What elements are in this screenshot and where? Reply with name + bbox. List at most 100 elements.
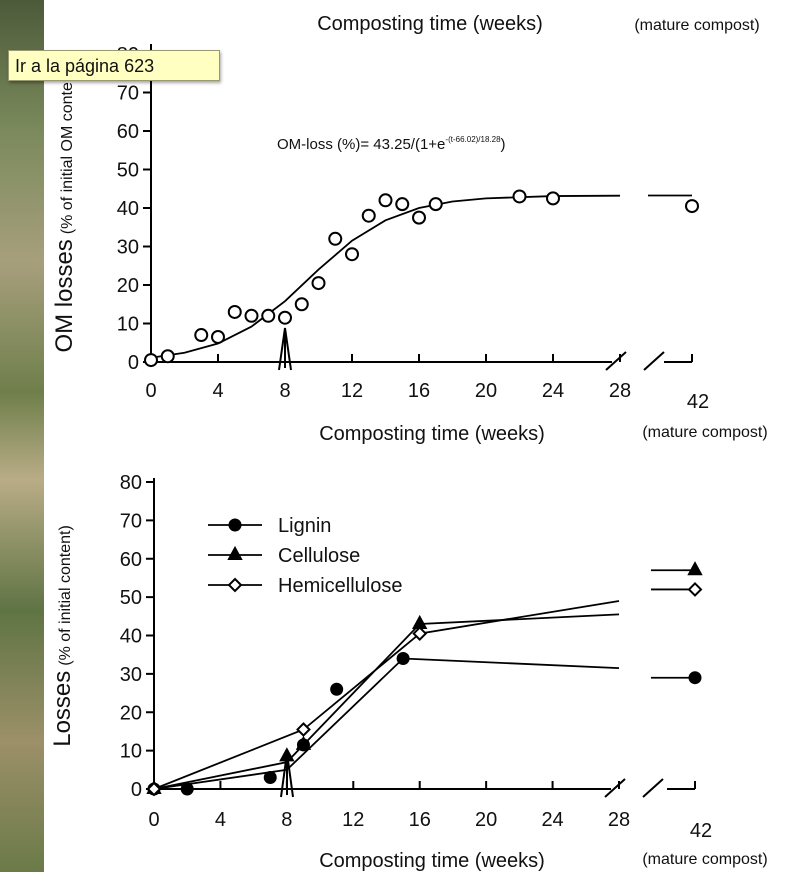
y-tick-label: 50 bbox=[120, 587, 142, 609]
marker bbox=[412, 210, 426, 225]
x-tick-label: 24 bbox=[541, 809, 563, 831]
x-axis-label: Composting time (weeks) bbox=[319, 423, 545, 445]
x-tick-label: 4 bbox=[215, 809, 226, 831]
marker bbox=[211, 329, 225, 344]
background-photo bbox=[0, 0, 44, 872]
y-tick-label: 30 bbox=[117, 237, 139, 259]
legend-marker bbox=[228, 518, 242, 532]
marker bbox=[244, 308, 259, 323]
x-tick-label: 42 bbox=[687, 391, 709, 413]
x-tick-label: 8 bbox=[279, 380, 290, 402]
x-tick-label: 8 bbox=[281, 809, 292, 831]
x-tick-label: 24 bbox=[542, 380, 564, 402]
marker bbox=[295, 735, 312, 750]
axis-break bbox=[604, 778, 626, 798]
x-tick-label: 28 bbox=[609, 380, 631, 402]
y-tick-label: 10 bbox=[117, 314, 139, 336]
y-axis-label: Losses (% of initial content) bbox=[49, 525, 76, 747]
y-tick-label: 30 bbox=[120, 664, 142, 686]
x-axis-note: (mature compost) bbox=[642, 851, 767, 868]
y-axis-label-unit: (% of initial OM content) bbox=[59, 63, 76, 234]
marker bbox=[685, 199, 699, 214]
x-tick-label: 20 bbox=[475, 380, 497, 402]
marker bbox=[395, 197, 410, 212]
marker bbox=[194, 328, 209, 343]
annotation-superscript: -(t-66.02)/18.28 bbox=[445, 135, 501, 144]
marker bbox=[687, 582, 703, 597]
marker bbox=[688, 671, 702, 685]
y-tick-label: 60 bbox=[117, 121, 139, 143]
legend-label: Cellulose bbox=[278, 545, 360, 567]
x-axis-note: (mature compost) bbox=[642, 424, 767, 441]
x-tick-label: 16 bbox=[409, 809, 431, 831]
x-tick-label: 0 bbox=[148, 809, 159, 831]
marker bbox=[345, 247, 359, 262]
y-tick-label: 0 bbox=[131, 779, 142, 801]
marker bbox=[512, 189, 527, 204]
x-tick-label: 20 bbox=[475, 809, 497, 831]
marker bbox=[546, 191, 560, 206]
marker bbox=[361, 208, 376, 223]
y-tick-label: 0 bbox=[128, 352, 139, 374]
y-tick-label: 20 bbox=[117, 275, 139, 297]
annotation-text: OM-loss (%)= 43.25/(1+e bbox=[277, 136, 445, 153]
annotation: OM-loss (%)= 43.25/(1+e-(t-66.02)/18.28) bbox=[277, 135, 506, 153]
legend-label: Hemicellulose bbox=[278, 575, 403, 597]
marker bbox=[294, 297, 309, 312]
x-axis-label: Composting time (weeks) bbox=[319, 850, 545, 872]
y-axis-label: OM losses (% of initial OM content) bbox=[51, 63, 78, 352]
marker bbox=[279, 747, 295, 762]
marker bbox=[227, 304, 242, 319]
marker bbox=[687, 561, 703, 576]
marker bbox=[328, 231, 343, 246]
x-tick-label: 42 bbox=[690, 820, 712, 842]
legend-label: Lignin bbox=[278, 515, 331, 537]
marker bbox=[428, 197, 443, 212]
header-xlabel: Composting time (weeks) bbox=[317, 13, 543, 35]
line bbox=[153, 600, 620, 790]
x-tick-label: 28 bbox=[608, 809, 630, 831]
y-tick-label: 50 bbox=[117, 160, 139, 182]
marker bbox=[412, 626, 428, 641]
y-tick-label: 20 bbox=[120, 702, 142, 724]
marker bbox=[146, 781, 162, 797]
marker bbox=[330, 682, 344, 696]
y-tick-label: 40 bbox=[120, 626, 142, 648]
y-tick-label: 70 bbox=[120, 510, 142, 532]
axis-break bbox=[643, 351, 665, 371]
y-tick-label: 80 bbox=[120, 472, 142, 494]
line bbox=[153, 613, 620, 790]
marker bbox=[278, 310, 292, 325]
header-note: (mature compost) bbox=[634, 17, 759, 34]
y-tick-label: 10 bbox=[120, 741, 142, 763]
axis-break bbox=[605, 351, 627, 371]
marker bbox=[311, 276, 326, 291]
y-tick-label: 70 bbox=[117, 83, 139, 105]
marker bbox=[160, 349, 175, 364]
y-axis-label-main: OM losses bbox=[51, 239, 78, 352]
marker bbox=[144, 353, 158, 368]
x-tick-label: 4 bbox=[212, 380, 223, 402]
annotation-close: ) bbox=[501, 136, 506, 153]
line bbox=[153, 657, 620, 790]
y-tick-label: 40 bbox=[117, 198, 139, 220]
marker bbox=[263, 770, 277, 784]
marker bbox=[261, 308, 276, 323]
marker bbox=[378, 193, 393, 208]
axis-break bbox=[642, 778, 664, 798]
y-axis-label-unit: (% of initial content) bbox=[57, 525, 74, 666]
legend-marker bbox=[227, 545, 243, 560]
legend-marker bbox=[227, 577, 243, 593]
arrow bbox=[278, 327, 292, 371]
marker bbox=[296, 722, 311, 737]
x-tick-label: 12 bbox=[341, 380, 363, 402]
tooltip: Ir a la página 623 bbox=[8, 50, 220, 81]
x-tick-label: 16 bbox=[408, 380, 430, 402]
x-tick-label: 12 bbox=[342, 809, 364, 831]
y-tick-label: 60 bbox=[120, 549, 142, 571]
marker bbox=[396, 652, 410, 666]
x-tick-label: 0 bbox=[145, 380, 156, 402]
marker bbox=[180, 782, 194, 796]
